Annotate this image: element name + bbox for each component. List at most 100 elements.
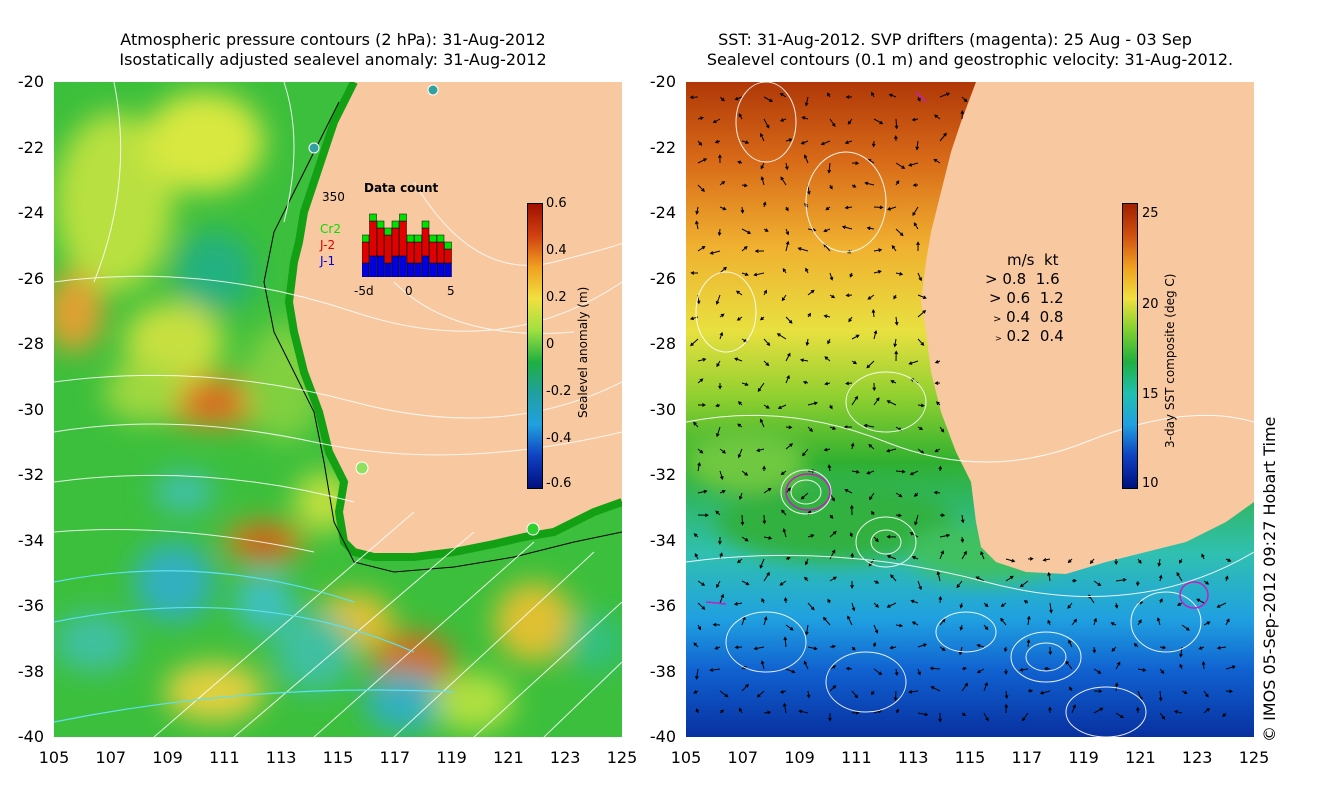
velocity-arrow	[911, 621, 919, 626]
velocity-arrow	[1005, 575, 1014, 582]
velocity-legend-header-ms: m/s	[1007, 251, 1035, 269]
velocity-arrow	[1000, 602, 1007, 607]
velocity-arrow	[1021, 712, 1029, 722]
velocity-arrow	[895, 708, 900, 714]
velocity-arrow	[873, 580, 880, 584]
velocity-arrow	[894, 350, 899, 362]
histogram-bar	[384, 227, 392, 236]
velocity-arrow	[754, 249, 765, 253]
left-title-line2: Isostatically adjusted sealevel anomaly:…	[119, 50, 547, 69]
x-tick-label: 121	[493, 748, 524, 767]
velocity-arrow	[822, 616, 831, 626]
y-tick-label: -28	[17, 334, 44, 353]
velocity-arrow	[697, 245, 706, 252]
velocity-arrow	[763, 96, 774, 102]
velocity-arrow	[850, 580, 854, 589]
velocity-arrow	[845, 293, 853, 298]
velocity-arrow	[1176, 571, 1183, 582]
velocity-arrow	[871, 309, 876, 318]
velocity-arrow	[917, 272, 922, 282]
velocity-arrow	[763, 338, 771, 347]
velocity-arrow	[851, 161, 860, 166]
velocity-arrow	[1137, 558, 1142, 564]
velocity-arrow	[697, 158, 708, 164]
x-tick-label: 105	[670, 748, 702, 767]
velocity-arrow	[1071, 578, 1078, 583]
velocity-arrow	[1047, 571, 1051, 582]
velocity-arrow	[826, 92, 831, 98]
x-tick-label: 117	[379, 748, 411, 767]
velocity-arrow	[1198, 646, 1205, 650]
x-tick-label: 105	[38, 748, 70, 767]
inset-title: Data count	[364, 181, 439, 195]
velocity-arrow	[759, 418, 765, 428]
velocity-arrow	[1179, 663, 1183, 670]
velocity-arrow	[933, 158, 941, 164]
velocity-arrow	[780, 176, 787, 186]
velocity-arrow	[741, 683, 749, 692]
velocity-arrow	[741, 140, 750, 144]
velocity-arrow	[1201, 661, 1206, 670]
tide-gauge-marker[interactable]	[308, 142, 320, 154]
velocity-arrow	[909, 470, 919, 476]
velocity-arrow	[886, 400, 897, 406]
velocity-arrow	[740, 514, 745, 526]
sealevel-anomaly-field	[54, 92, 622, 732]
histogram-bar	[436, 241, 445, 264]
velocity-arrow	[873, 624, 879, 634]
velocity-arrow	[1203, 690, 1209, 698]
velocity-arrow	[763, 616, 768, 626]
velocity-arrow	[719, 690, 729, 698]
velocity-arrow	[888, 93, 897, 98]
velocity-arrow	[829, 426, 837, 430]
imos-credit: © IMOS 05-Sep-2012 09:27 Hobart Time	[1260, 416, 1279, 742]
velocity-arrow	[961, 712, 967, 717]
y-tick-label: -36	[649, 596, 676, 615]
velocity-arrow	[1110, 622, 1117, 626]
velocity-arrow	[697, 116, 704, 121]
tide-gauge-marker[interactable]	[355, 461, 369, 475]
velocity-arrow	[910, 599, 919, 604]
velocity-arrow	[851, 184, 857, 188]
velocity-arrow	[895, 228, 904, 237]
velocity-arrow	[807, 426, 814, 432]
velocity-arrow	[827, 464, 832, 472]
sealevel-colorbar	[527, 203, 543, 489]
velocity-arrow	[960, 514, 965, 524]
velocity-arrow	[785, 556, 791, 561]
velocity-arrow	[697, 357, 707, 362]
velocity-arrow	[956, 580, 963, 589]
velocity-arrow	[961, 666, 967, 671]
velocity-arrow	[845, 381, 853, 386]
velocity-arrow	[866, 470, 875, 475]
velocity-arrow	[961, 682, 969, 692]
right-map-panel[interactable]	[686, 82, 1254, 737]
velocity-arrow	[1111, 646, 1117, 652]
velocity-legend-row: > 0.6 1.2	[989, 289, 1064, 307]
velocity-arrow	[714, 139, 721, 144]
histogram-bar	[406, 262, 415, 277]
velocity-arrow	[890, 380, 897, 384]
histogram-bar	[406, 241, 415, 264]
velocity-arrow	[734, 645, 743, 650]
velocity-arrow	[850, 442, 855, 450]
velocity-arrow	[779, 93, 787, 98]
velocity-arrow	[939, 132, 947, 142]
legend-arrow-icon: >	[989, 289, 1002, 307]
velocity-arrow	[867, 294, 875, 300]
velocity-arrow	[782, 528, 787, 538]
velocity-arrow	[829, 549, 836, 560]
tide-gauge-marker[interactable]	[427, 84, 439, 96]
velocity-arrow	[841, 225, 853, 230]
velocity-arrow	[694, 552, 699, 560]
velocity-arrow	[894, 135, 898, 142]
australia-landmass	[921, 82, 1254, 574]
velocity-arrow	[781, 294, 787, 302]
velocity-arrow	[866, 226, 875, 231]
velocity-arrow	[803, 154, 809, 164]
tide-gauge-marker[interactable]	[526, 522, 540, 536]
velocity-arrow	[741, 228, 752, 234]
velocity-arrow	[939, 646, 946, 651]
velocity-arrow	[936, 570, 941, 582]
histogram-bar	[376, 255, 385, 277]
